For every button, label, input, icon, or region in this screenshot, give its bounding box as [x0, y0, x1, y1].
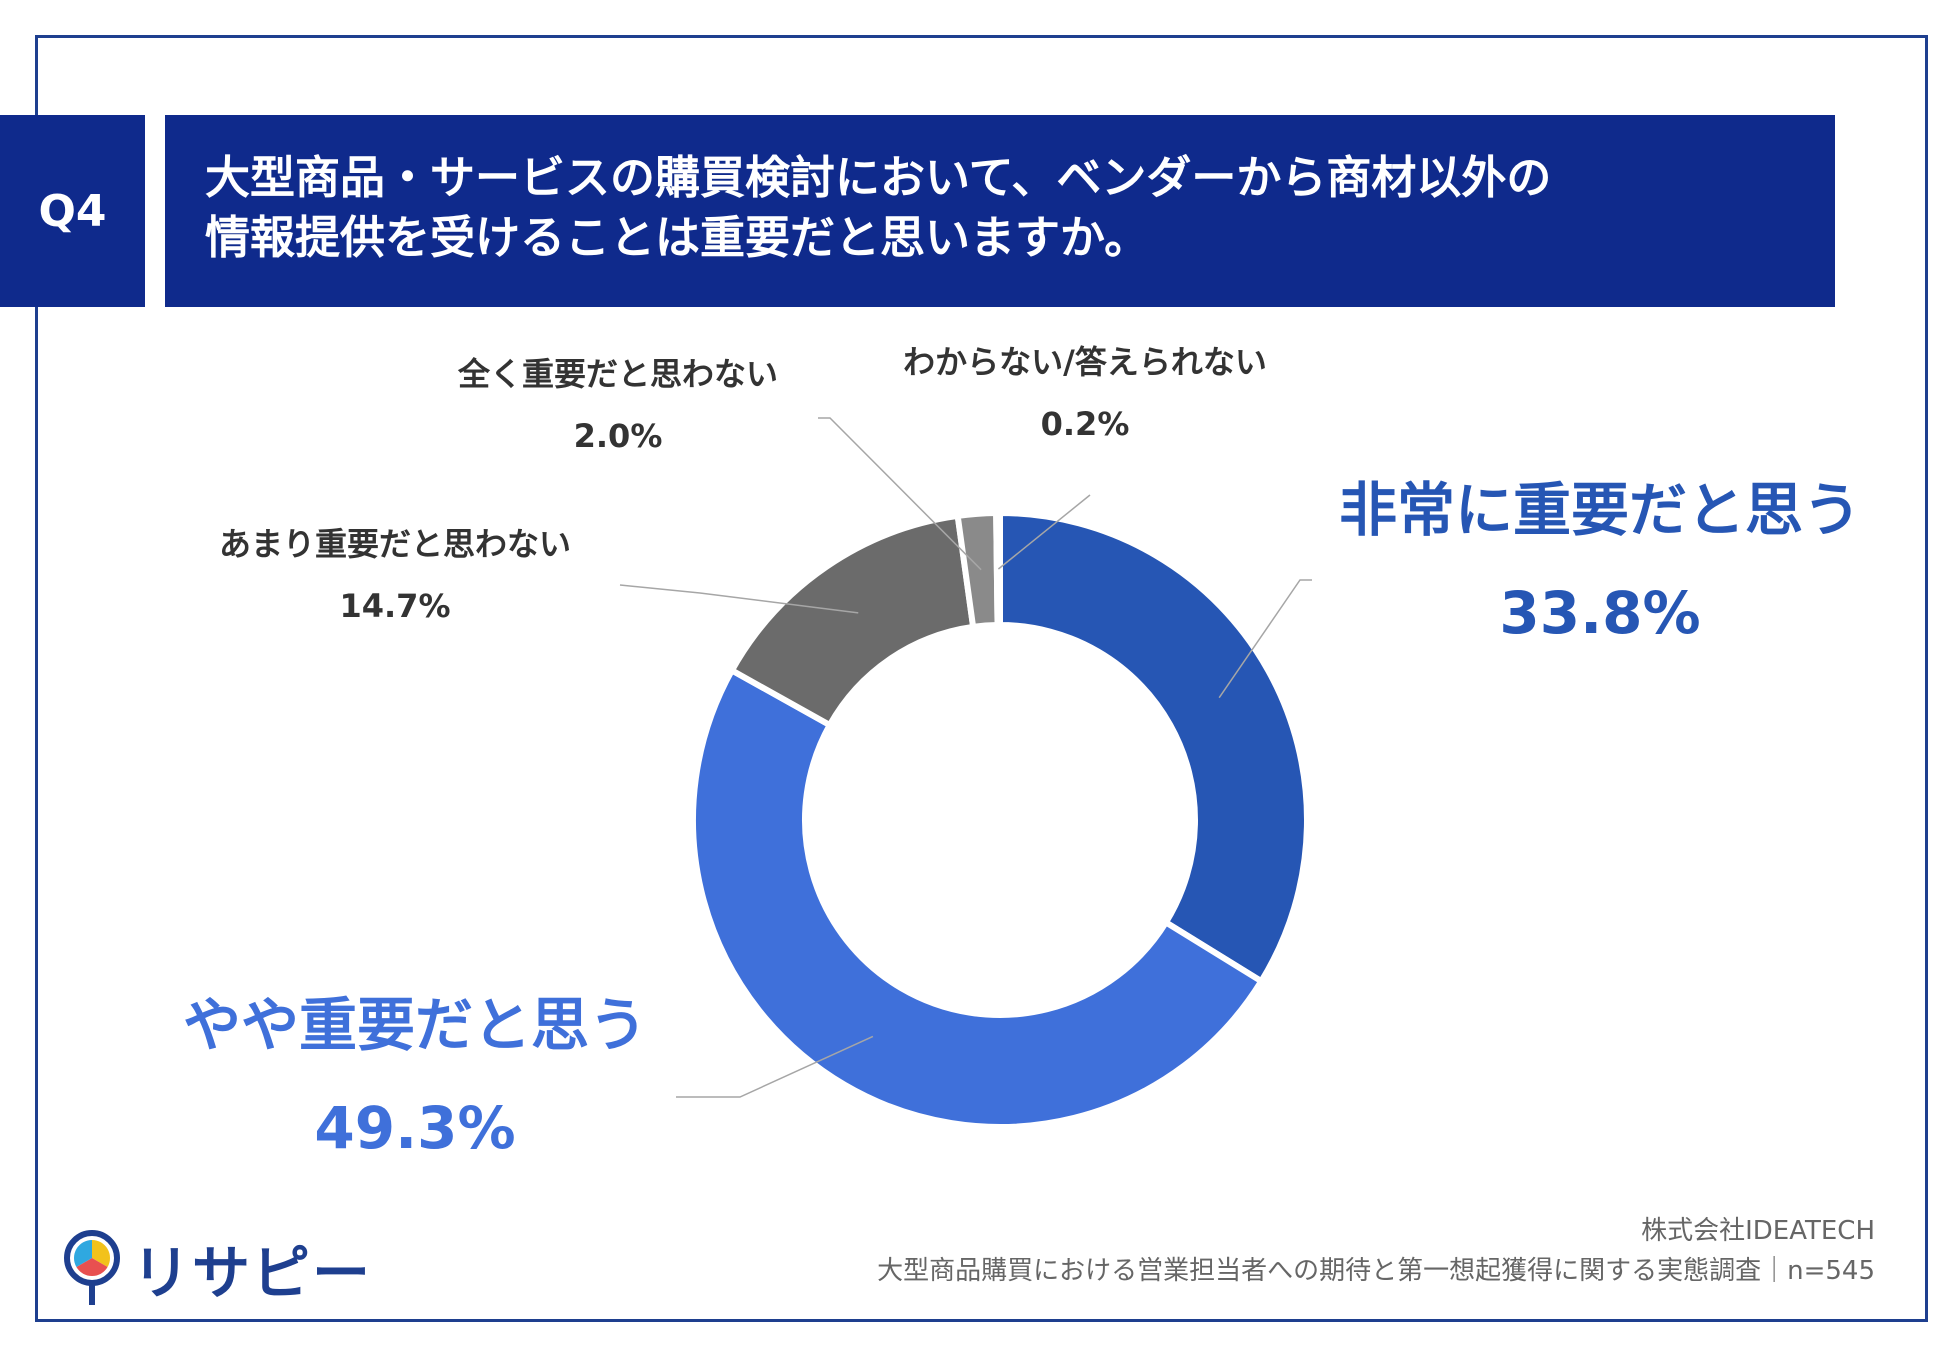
- value-label-4: 0.2%: [1041, 405, 1130, 443]
- question-title: 大型商品・サービスの購買検討において、ベンダーから商材以外の 情報提供を受けるこ…: [165, 115, 1835, 307]
- question-title-line-2: 情報提供を受けることは重要だと思いますか。: [205, 211, 1150, 264]
- category-label-4: わからない/答えられない: [903, 343, 1267, 381]
- question-title-line-1: 大型商品・サービスの購買検討において、ベンダーから商材以外の: [205, 151, 1552, 204]
- leader-lines: [619, 417, 1312, 1098]
- leader-line-2: [619, 584, 859, 614]
- category-label-3: 全く重要だと思わない: [457, 355, 778, 393]
- footer-company: 株式会社IDEATECH: [1641, 1216, 1875, 1246]
- leader-line-3: [818, 417, 982, 571]
- logo: リサピー: [62, 1228, 372, 1308]
- leader-line-4: [997, 494, 1091, 570]
- value-label-1: 49.3%: [314, 1094, 515, 1162]
- outer-frame: [35, 35, 1928, 1322]
- leader-line-1: [676, 1035, 874, 1098]
- donut-slices: [689, 509, 1310, 1131]
- value-label-2: 14.7%: [339, 587, 450, 625]
- category-label-1: やや重要だと思う: [183, 991, 647, 1059]
- leader-line-0: [1218, 579, 1312, 699]
- category-label-2: あまり重要だと思わない: [219, 525, 571, 563]
- value-label-3: 2.0%: [574, 417, 663, 455]
- slice-4: [993, 509, 1003, 629]
- value-label-0: 33.8%: [1499, 579, 1700, 647]
- footer-survey: 大型商品購買における営業担当者への期待と第一想起獲得に関する実態調査｜n=545: [877, 1256, 1875, 1286]
- question-badge: Q4: [0, 115, 145, 307]
- logo-pin-icon: [64, 1230, 120, 1305]
- slice-1: [689, 666, 1266, 1131]
- logo-text: リサピー: [132, 1239, 373, 1307]
- category-label-0: 非常に重要だと思う: [1339, 476, 1861, 544]
- slice-2: [727, 512, 977, 730]
- slice-0: [997, 509, 1310, 986]
- slice-labels: 非常に重要だと思う 33.8% やや重要だと思う 49.3% あまり重要だと思わない 14…: [183, 343, 1861, 1162]
